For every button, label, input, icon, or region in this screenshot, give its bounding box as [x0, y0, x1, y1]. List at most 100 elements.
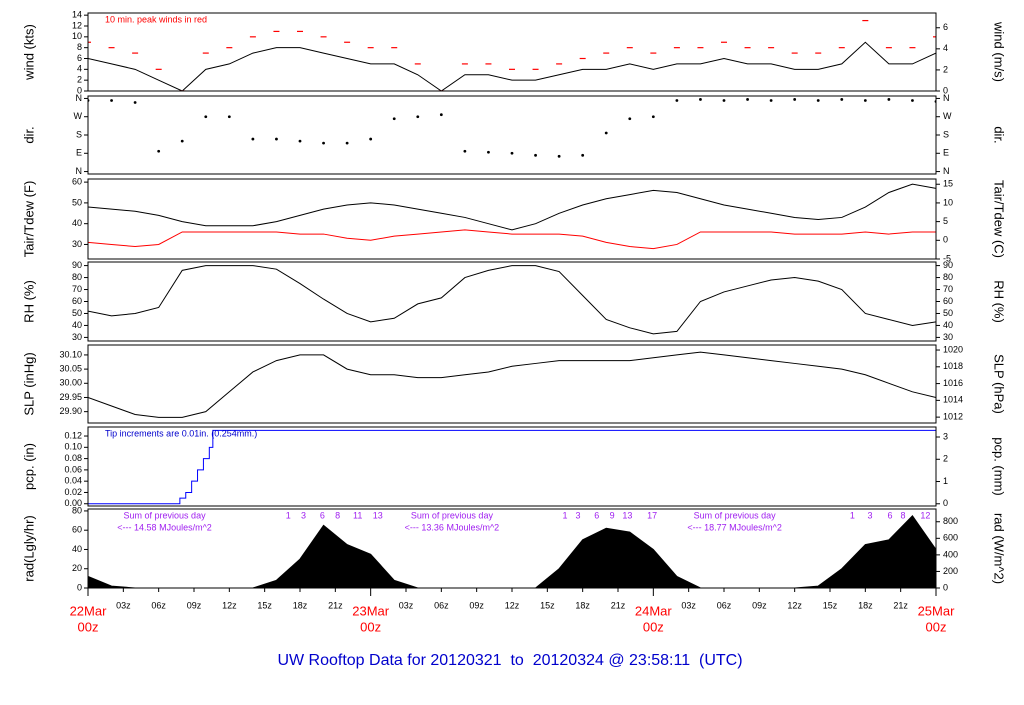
y2-tick-label: 1020 [943, 344, 963, 354]
y2-tick-label: 0 [943, 582, 948, 592]
y2-tick-label: 400 [943, 549, 958, 559]
y-tick-label: 30.00 [59, 378, 82, 388]
data-line [88, 265, 936, 335]
y-tick-label: 4 [77, 64, 82, 74]
plot-area [88, 265, 936, 335]
hour-mark: 1 [286, 510, 291, 520]
daily-sum: Sum of previous day [694, 510, 777, 520]
x-tick-label: 18z [293, 600, 308, 610]
y-tick-label: 2 [77, 75, 82, 85]
y-tick-label: 0 [77, 582, 82, 592]
y-tick-label: 20 [72, 563, 82, 573]
x-tick-label: 03z [399, 600, 414, 610]
y-axis-label: SLP (inHg) [21, 352, 36, 415]
data-line [88, 351, 936, 418]
y-tick-label: 12 [72, 20, 82, 30]
x-tick-label-major: 23Mar [352, 603, 390, 618]
data-point [651, 115, 655, 119]
y-tick-label: 0.10 [64, 442, 82, 452]
data-point [769, 99, 773, 102]
x-tick-label: 03z [681, 600, 696, 610]
hour-mark: 3 [868, 510, 873, 520]
data-point [628, 117, 632, 121]
y2-tick-label: 70 [943, 284, 953, 294]
data-point [322, 141, 325, 145]
y-tick-label: 30 [72, 332, 82, 342]
y2-tick-label: S [943, 129, 949, 139]
y2-tick-label: 1016 [943, 378, 963, 388]
y2-tick-label: 0 [943, 498, 948, 508]
y2-tick-label: -5 [943, 253, 951, 263]
data-point [675, 99, 679, 102]
y-axis-label: Tair/Tdew (F) [21, 181, 36, 258]
y2-tick-label: 5 [943, 216, 948, 226]
y-tick-label: E [76, 148, 82, 158]
y2-tick-label: 0 [943, 235, 948, 245]
y2-tick-label: 6 [943, 22, 948, 32]
data-point [534, 153, 537, 157]
hour-mark: 3 [575, 510, 580, 520]
panel-frame [87, 426, 937, 507]
y-tick-label: 0.00 [64, 498, 82, 508]
y2-tick-label: 50 [943, 308, 953, 318]
y-axis-label: pcp. (in) [21, 443, 36, 490]
annotation: Tip increments are 0.01in. (0.254mm.) [105, 428, 257, 438]
y2-tick-label: 200 [943, 566, 958, 576]
panel-frame [87, 344, 937, 424]
data-point [840, 98, 844, 101]
hour-mark: 11 [353, 510, 362, 520]
y-tick-label: 80 [72, 272, 82, 282]
y2-tick-label: 3 [943, 431, 948, 441]
plot-area [88, 19, 936, 91]
plot-area [88, 429, 936, 505]
y2-axis-label: rad (W/m^2) [992, 513, 1007, 584]
y-tick-label: 40 [72, 544, 82, 554]
data-point [557, 154, 561, 158]
y2-tick-label: 600 [943, 533, 958, 543]
y-tick-label: 0.08 [64, 453, 82, 463]
y2-axis-label: SLP (hPa) [992, 354, 1007, 414]
y-tick-label: W [74, 111, 83, 121]
data-step-line [88, 429, 936, 505]
y-tick-label: 0.12 [64, 430, 82, 440]
data-point [487, 150, 490, 154]
y-tick-label: 70 [72, 284, 82, 294]
y-tick-label: 14 [72, 10, 82, 20]
x-tick-label: 21z [328, 600, 343, 610]
x-tick-label-major-hour: 00z [78, 619, 99, 634]
y2-tick-label: 1018 [943, 361, 963, 371]
y-axis-label: dir. [21, 126, 36, 143]
data-line [88, 41, 936, 91]
y2-tick-label: W [943, 111, 952, 121]
data-line [88, 229, 936, 250]
y-tick-label: 0 [77, 85, 82, 95]
x-tick-label: 12z [787, 600, 802, 610]
x-tick-label: 21z [893, 600, 908, 610]
y2-axis-label: RH (%) [992, 280, 1007, 323]
y-tick-label: 50 [72, 308, 82, 318]
x-tick-label: 12z [222, 600, 237, 610]
x-tick-label-major-hour: 00z [643, 619, 664, 634]
y2-tick-label: 1014 [943, 395, 963, 405]
y-tick-label: 0.06 [64, 464, 82, 474]
x-tick-label-major: 25Mar [918, 603, 956, 618]
data-point [911, 99, 914, 102]
data-point [510, 151, 514, 155]
x-tick-label-major: 24Mar [635, 603, 673, 618]
data-point [157, 149, 161, 153]
y2-tick-label: N [943, 93, 950, 103]
y2-tick-label: E [943, 148, 949, 158]
data-point [345, 141, 349, 145]
y2-axis-label: wind (m/s) [992, 21, 1007, 82]
plot-area [88, 98, 936, 158]
daily-sum: <--- 13.36 MJoules/m^2 [405, 522, 500, 532]
x-tick-label: 09z [187, 600, 202, 610]
hour-mark: 8 [901, 510, 906, 520]
data-point [180, 139, 184, 143]
y-tick-label: 29.95 [59, 392, 82, 402]
data-point [298, 139, 302, 143]
hour-mark: 8 [335, 510, 340, 520]
page-title: UW Rooftop Data for 20120321 to 20120324… [277, 652, 742, 669]
